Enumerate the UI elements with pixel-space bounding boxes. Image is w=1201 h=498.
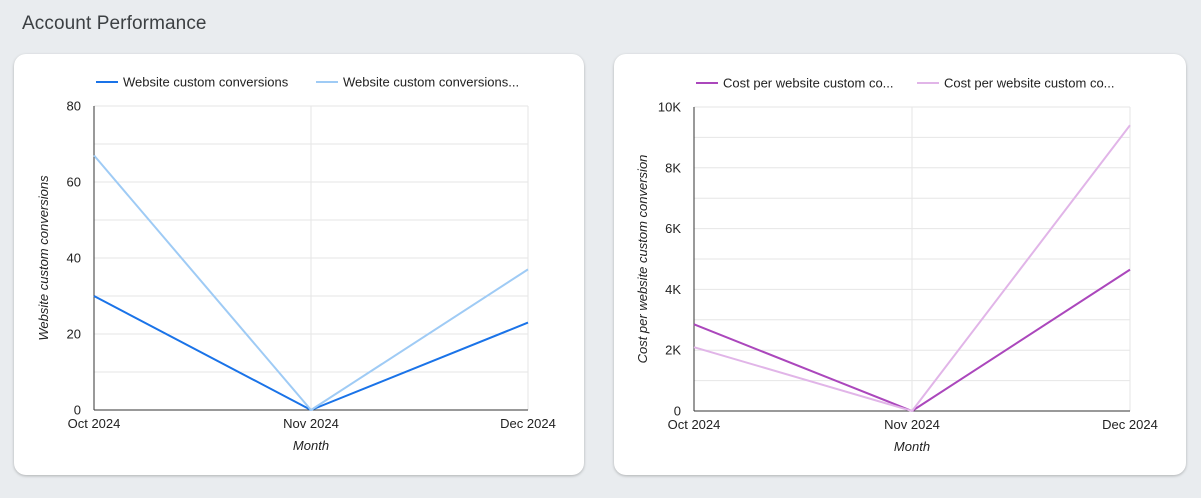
y-tick-label: 8K: [665, 160, 681, 175]
legend-label: Website custom conversions: [123, 75, 289, 90]
page-title: Account Performance: [22, 13, 207, 34]
legend-label: Cost per website custom co...: [944, 76, 1115, 91]
x-tick-label: Nov 2024: [884, 417, 940, 432]
x-tick-label: Nov 2024: [283, 416, 339, 431]
gridlines: [94, 105, 529, 411]
legend-label: Website custom conversions...: [343, 75, 519, 90]
series-line-2: [693, 124, 1131, 412]
legend-label: Cost per website custom co...: [723, 76, 894, 91]
y-tick-label: 10K: [658, 100, 681, 115]
legend-item-2[interactable]: Cost per website custom co...: [917, 76, 1115, 91]
conversions-line-chart: 0 20 40 60 80 Oct 2024 Nov 2024 Dec 2024 Month We…: [36, 75, 556, 454]
series-line-2: [93, 154, 529, 411]
cost-per-conversion-line-chart: 0 2K 4K 6K 8K 10K Oct 2024 Nov 2024 Dec 2024 Mont…: [635, 76, 1158, 455]
x-tick-label: Oct 2024: [668, 417, 721, 432]
y-tick-label: 2K: [665, 343, 681, 358]
legend-item-1[interactable]: Website custom conversions: [96, 75, 289, 90]
x-tick-label: Oct 2024: [68, 416, 121, 431]
y-axis-title: Website custom conversions: [36, 175, 51, 341]
x-axis-title: Month: [293, 438, 329, 453]
y-tick-label: 80: [67, 99, 81, 114]
y-tick-label: 0: [674, 404, 681, 419]
cost-per-conversion-chart-card: 0 2K 4K 6K 8K 10K Oct 2024 Nov 2024 Dec 2024 Mont…: [614, 54, 1186, 475]
x-tick-label: Dec 2024: [500, 416, 556, 431]
y-tick-label: 60: [67, 175, 81, 190]
conversions-chart-card: 0 20 40 60 80 Oct 2024 Nov 2024 Dec 2024 Month We…: [14, 54, 584, 475]
y-tick-label: 6K: [665, 221, 681, 236]
x-tick-label: Dec 2024: [1102, 417, 1158, 432]
y-tick-label: 20: [67, 327, 81, 342]
x-axis-title: Month: [894, 439, 930, 454]
y-tick-label: 0: [74, 403, 81, 418]
y-axis-title: Cost per website custom conversion: [635, 155, 650, 364]
legend-item-2[interactable]: Website custom conversions...: [316, 75, 519, 90]
y-tick-label: 40: [67, 251, 81, 266]
y-tick-label: 4K: [665, 282, 681, 297]
legend-item-1[interactable]: Cost per website custom co...: [696, 76, 894, 91]
